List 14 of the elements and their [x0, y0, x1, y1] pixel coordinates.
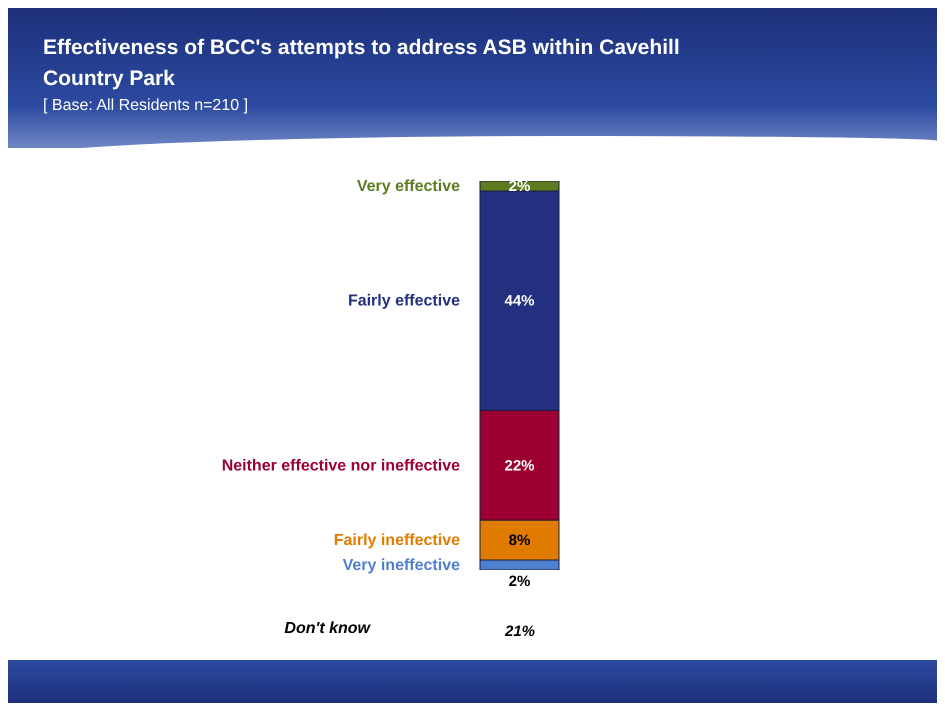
text: 21%: [504, 623, 536, 640]
series-label: Fairly effective: [348, 292, 460, 310]
text: Don't know: [284, 620, 370, 638]
series-label: Neither effective nor ineffective: [222, 457, 460, 474]
data-label: 44%: [504, 292, 535, 310]
data-label: 2%: [508, 178, 530, 195]
chart-title: Effectiveness of BCC's attempts to address ASB within Cavehill Country Park: [43, 35, 681, 92]
data-label: 22%: [504, 457, 535, 474]
series-label: Very ineffective: [342, 557, 460, 574]
text: [ Base: All Residents n=210 ]: [43, 97, 248, 115]
series-label: Very effective: [356, 178, 460, 195]
data-label: 8%: [508, 532, 530, 550]
data-label: 2%: [508, 573, 530, 590]
series-label: Fairly ineffective: [334, 532, 460, 550]
